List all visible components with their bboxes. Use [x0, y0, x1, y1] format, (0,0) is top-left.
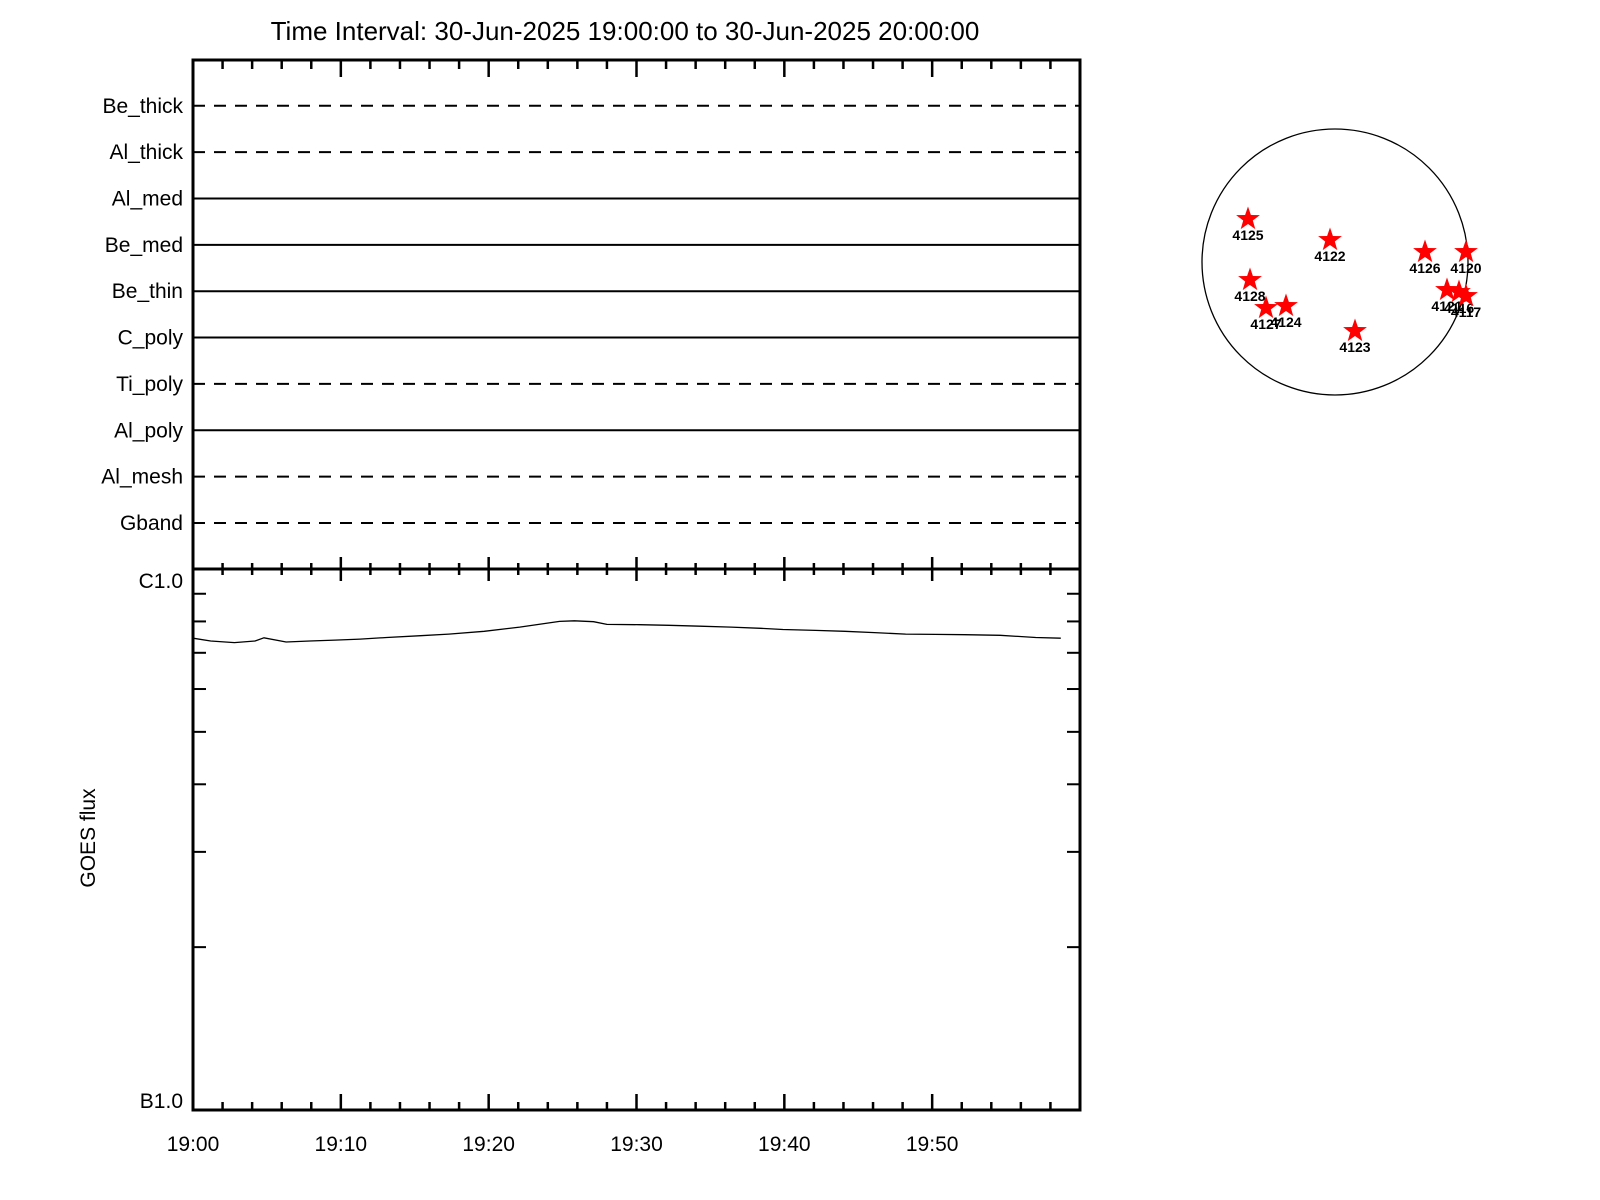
- goes-flux-curve: [192, 620, 1061, 644]
- y-axis-top-label: C1.0: [139, 570, 183, 593]
- active-region-star: [1454, 239, 1478, 263]
- x-tick-label: 19:20: [462, 1133, 515, 1156]
- active-region-star: [1274, 293, 1298, 317]
- active-region-star: [1343, 318, 1367, 342]
- filter-label: Al_thick: [109, 141, 183, 164]
- sun-disk-limb: [1201, 128, 1469, 396]
- goes-panel-border: [191, 567, 1082, 1112]
- filter-label: Al_mesh: [101, 466, 183, 489]
- goes-flux-panel: C1.0 B1.0 GOES flux 19:00 19:10 19:20 19:30 19:…: [77, 567, 1082, 1156]
- filter-label: Al_med: [112, 188, 183, 211]
- filter-label: Be_thin: [112, 280, 183, 303]
- active-region-label: 4128: [1234, 288, 1265, 304]
- active-region-star: [1435, 277, 1459, 301]
- active-region-star: [1413, 239, 1437, 263]
- filter-label: Al_poly: [114, 419, 183, 442]
- x-tick-label: 19:30: [610, 1133, 663, 1156]
- filter-label: C_poly: [118, 327, 184, 350]
- active-region-label: 4122: [1314, 248, 1345, 264]
- filter-label: Gband: [120, 512, 183, 535]
- active-region-label: 4123: [1339, 339, 1370, 355]
- xrt-filter-panel: Be_thick Al_thick Al_med Be_med Be_thin C_pol…: [101, 58, 1082, 581]
- page-title: Time Interval: 30-Jun-2025 19:00:00 to 3…: [270, 16, 980, 46]
- active-region-label: 4117: [1451, 304, 1482, 320]
- filter-label: Ti_poly: [116, 373, 183, 396]
- xrt-panel-border: [191, 58, 1082, 571]
- active-region-label: 4121: [1431, 298, 1462, 314]
- active-region-star: [1447, 279, 1471, 303]
- active-region-label: 4124: [1270, 314, 1301, 330]
- y-axis-title: GOES flux: [77, 788, 100, 888]
- active-region-label: 4127: [1250, 316, 1281, 332]
- active-region-star: [1254, 295, 1278, 319]
- active-region-label: 4116: [1444, 300, 1475, 316]
- x-tick-label: 19:00: [167, 1133, 220, 1156]
- active-region-star: [1318, 227, 1342, 251]
- x-tick-label: 19:10: [315, 1133, 368, 1156]
- active-region-star: [1454, 283, 1478, 307]
- filter-label: Be_med: [105, 234, 183, 257]
- x-tick-label: 19:50: [906, 1133, 959, 1156]
- y-axis-bottom-label: B1.0: [140, 1090, 183, 1113]
- active-region-label: 4120: [1450, 260, 1481, 276]
- active-region-star: [1238, 267, 1262, 291]
- active-region-label: 4125: [1232, 227, 1263, 243]
- active-region-star: [1236, 206, 1260, 230]
- active-region-label: 4126: [1409, 260, 1440, 276]
- filter-label: Be_thick: [102, 95, 183, 118]
- x-tick-label: 19:40: [758, 1133, 811, 1156]
